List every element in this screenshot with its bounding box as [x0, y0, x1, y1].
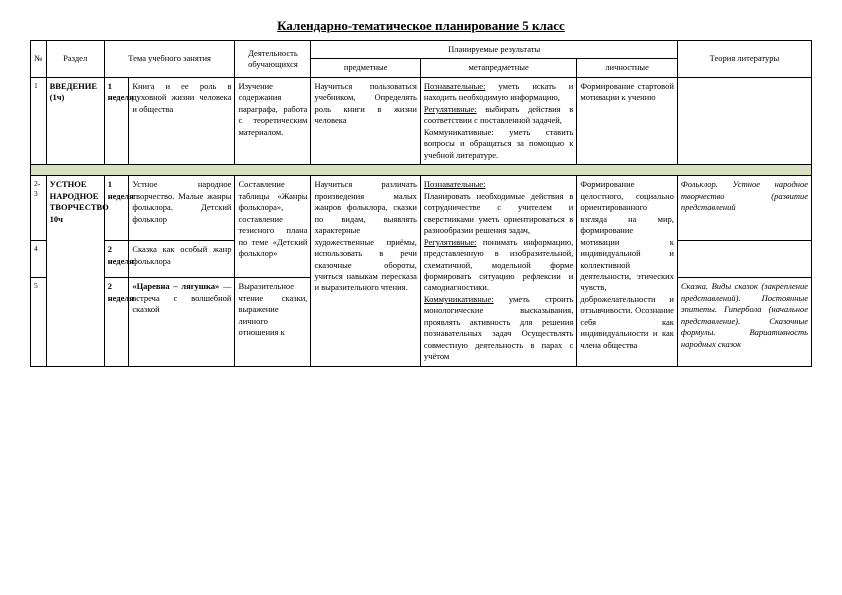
cell-num: 2-3	[31, 176, 47, 241]
cell-topic: Устное народное творчество. Малые жанры …	[129, 176, 235, 241]
col-meta: метапредметные	[420, 59, 576, 77]
cell-meta: Познавательные: уметь искать и находить …	[420, 77, 576, 164]
week-word: неделя	[108, 92, 134, 102]
cell-pred: Научиться пользоваться учебником, Опреде…	[311, 77, 420, 164]
page: Календарно-тематическое планирование 5 к…	[0, 0, 842, 385]
page-title: Календарно-тематическое планирование 5 к…	[30, 18, 812, 34]
cell-activity: Изучение содержания параграфа, работа с …	[235, 77, 311, 164]
meta-label: Познавательные:	[424, 179, 486, 189]
cell-week: 1неделя	[104, 77, 129, 164]
cell-pers: Формирование целостного, социально ориен…	[577, 176, 678, 367]
cell-num: 5	[31, 278, 47, 367]
table-row: 1 ВВЕДЕНИЕ (1ч) 1неделя Книга и ее роль …	[31, 77, 812, 164]
cell-section: УСТНОЕ НАРОДНОЕ ТВОРЧЕСТВО 10ч	[46, 176, 104, 367]
header-row-1: № Раздел Тема учебного занятия Деятельно…	[31, 41, 812, 59]
section-spacer	[31, 165, 812, 176]
cell-topic: «Царевна – лягушка» — встреча с волшебно…	[129, 278, 235, 367]
cell-section: ВВЕДЕНИЕ (1ч)	[46, 77, 104, 164]
week-num: 1	[108, 179, 112, 189]
col-section: Раздел	[46, 41, 104, 78]
cell-theory: Фольклор. Устное народное творчество (ра…	[677, 176, 811, 241]
cell-theory: Сказка. Виды сказок (закрепление предста…	[677, 278, 811, 367]
cell-week: 2неделя	[104, 241, 129, 278]
cell-pred: Научиться различать произведения малых ж…	[311, 176, 420, 367]
meta-label: Регулятивные:	[424, 104, 477, 114]
col-pred: предметные	[311, 59, 420, 77]
cell-meta: Познавательные: Планировать необходимые …	[420, 176, 576, 367]
meta-label: Регулятивные:	[424, 237, 477, 247]
meta-text: Планировать необходимые действия в сотру…	[424, 191, 573, 235]
cell-activity: Выразительное чтение сказки, выражение л…	[235, 278, 311, 367]
cell-theory	[677, 241, 811, 278]
meta-label: Коммуникативные:	[424, 294, 494, 304]
cell-num: 4	[31, 241, 47, 278]
planning-table: № Раздел Тема учебного занятия Деятельно…	[30, 40, 812, 367]
cell-num: 1	[31, 77, 47, 164]
week-word: неделя	[108, 191, 134, 201]
cell-topic: Книга и ее роль в духовной жизни человек…	[129, 77, 235, 164]
cell-pers: Формирование стартовой мотивации к учени…	[577, 77, 678, 164]
col-results-group: Планируемые результаты	[311, 41, 677, 59]
cell-activity: Составление таблицы «Жанры фольклора», с…	[235, 176, 311, 278]
week-word: неделя	[108, 293, 134, 303]
week-num: 2	[108, 244, 112, 254]
col-topic: Тема учебного занятия	[104, 41, 235, 78]
week-num: 1	[108, 81, 112, 91]
cell-topic: Сказка как особый жанр фольклора	[129, 241, 235, 278]
topic-bold: «Царевна – лягушка»	[132, 281, 219, 291]
week-word: неделя	[108, 256, 134, 266]
col-activity: Деятельность обучающихся	[235, 41, 311, 78]
table-row: 2-3 УСТНОЕ НАРОДНОЕ ТВОРЧЕСТВО 10ч 1неде…	[31, 176, 812, 241]
col-pers: личностные	[577, 59, 678, 77]
cell-week: 2неделя	[104, 278, 129, 367]
meta-label: Познавательные:	[424, 81, 486, 91]
meta-text: Коммуникативные: уметь ставить вопросы и…	[424, 127, 573, 160]
col-num: №	[31, 41, 47, 78]
cell-theory	[677, 77, 811, 164]
week-num: 2	[108, 281, 112, 291]
meta-text: уметь строить монологические высказывани…	[424, 294, 573, 361]
col-theory: Теория литературы	[677, 41, 811, 78]
